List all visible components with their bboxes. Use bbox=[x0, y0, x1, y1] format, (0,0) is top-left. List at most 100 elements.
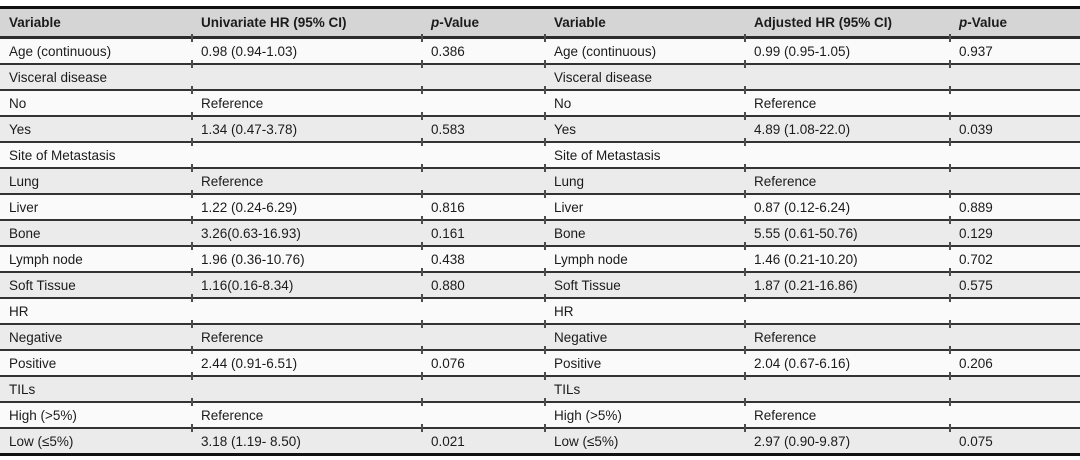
table-row: Liver 1.22 (0.24-6.29) 0.816 Liver 0.87 (0.1… bbox=[0, 189, 1080, 220]
variable-cell: Liver bbox=[544, 189, 745, 220]
p-value-cell: 0.039 bbox=[949, 111, 1080, 142]
univariate-hr-cell: Reference bbox=[191, 85, 422, 116]
adjusted-hr-cell: 2.04 (0.67-6.16) bbox=[744, 345, 950, 376]
adjusted-hr-cell: 1.46 (0.21-10.20) bbox=[744, 241, 950, 272]
table-row: Bone 3.26(0.63-16.93) 0.161 Bone 5.55 (0.61-… bbox=[0, 215, 1080, 246]
col-header-variable-left: Variable bbox=[0, 7, 192, 39]
p-value-cell: 0.021 bbox=[421, 423, 545, 455]
variable-cell: Yes bbox=[544, 111, 745, 142]
adjusted-hr-cell bbox=[744, 59, 950, 90]
table-row: High (>5%) Reference High (>5%) Reference bbox=[0, 397, 1080, 428]
table-row: HR HR bbox=[0, 293, 1080, 324]
table-row: No Reference No Reference bbox=[0, 85, 1080, 116]
univariate-hr-cell: 1.16(0.16-8.34) bbox=[191, 267, 422, 298]
variable-cell: Site of Metastasis bbox=[544, 137, 745, 168]
p-value-italic-p: p bbox=[959, 15, 968, 30]
univariate-hr-cell bbox=[191, 371, 422, 402]
table-row: Negative Reference Negative Reference bbox=[0, 319, 1080, 350]
variable-cell: Visceral disease bbox=[544, 59, 745, 90]
p-value-cell: 0.076 bbox=[421, 345, 545, 376]
variable-cell: Bone bbox=[544, 215, 745, 246]
p-value-cell: 0.816 bbox=[421, 189, 545, 220]
variable-cell: Low (≤5%) bbox=[544, 423, 745, 455]
p-value-label-rest: -Value bbox=[439, 15, 480, 30]
variable-cell: Lymph node bbox=[9, 251, 83, 267]
univariate-hr-cell: 2.44 (0.91-6.51) bbox=[191, 345, 422, 376]
p-value-cell bbox=[421, 319, 545, 350]
p-value-cell bbox=[421, 293, 545, 324]
table-body: Age (continuous) 0.98 (0.94-1.03) 0.386 Age… bbox=[0, 32, 1080, 455]
variable-cell: Visceral disease bbox=[9, 69, 108, 85]
header-row: Variable Univariate HR (95% CI) p-Value … bbox=[0, 7, 1080, 39]
variable-cell: Lung bbox=[544, 163, 745, 194]
variable-cell: Lymph node bbox=[544, 241, 745, 272]
adjusted-hr-cell: 5.55 (0.61-50.76) bbox=[744, 215, 950, 246]
variable-cell: Positive bbox=[544, 345, 745, 376]
variable-cell: Negative bbox=[9, 329, 63, 345]
univariate-hr-cell bbox=[191, 293, 422, 324]
variable-cell: HR bbox=[9, 303, 29, 319]
variable-cell: TILs bbox=[544, 371, 745, 402]
table-row: Yes 1.34 (0.47-3.78) 0.583 Yes 4.89 (1.08-22… bbox=[0, 111, 1080, 142]
variable-cell: TILs bbox=[9, 381, 36, 397]
p-value-cell: 0.438 bbox=[421, 241, 545, 272]
adjusted-hr-cell: 0.99 (0.95-1.05) bbox=[744, 32, 950, 65]
col-header-p-value-right: p-Value bbox=[950, 7, 1080, 39]
p-value-cell: 0.702 bbox=[949, 241, 1080, 272]
p-value-cell: 0.575 bbox=[949, 267, 1080, 298]
p-value-cell: 0.889 bbox=[949, 189, 1080, 220]
p-value-cell bbox=[421, 371, 545, 402]
univariate-hr-cell: 3.26(0.63-16.93) bbox=[191, 215, 422, 246]
col-header-p-value-left: p-Value bbox=[422, 7, 545, 39]
adjusted-hr-cell: Reference bbox=[744, 319, 950, 350]
p-value-italic-p: p bbox=[431, 15, 440, 30]
variable-cell: HR bbox=[544, 293, 745, 324]
univariate-hr-cell: Reference bbox=[191, 397, 422, 428]
variable-cell: No bbox=[9, 95, 27, 111]
p-value-cell bbox=[949, 163, 1080, 194]
variable-cell: Liver bbox=[9, 199, 39, 215]
p-value-cell: 0.129 bbox=[949, 215, 1080, 246]
col-header-adjusted-hr: Adjusted HR (95% CI) bbox=[745, 7, 950, 39]
p-value-label-rest: -Value bbox=[967, 15, 1008, 30]
univariate-hr-cell: 0.98 (0.94-1.03) bbox=[191, 32, 422, 65]
p-value-cell bbox=[421, 85, 545, 116]
table-row: Visceral disease Visceral disease bbox=[0, 59, 1080, 90]
table-row: Site of Metastasis Site of Metastasis bbox=[0, 137, 1080, 168]
adjusted-hr-cell: 4.89 (1.08-22.0) bbox=[744, 111, 950, 142]
table-row: Positive 2.44 (0.91-6.51) 0.076 Positive 2.0… bbox=[0, 345, 1080, 376]
univariate-hr-cell bbox=[191, 59, 422, 90]
univariate-hr-cell: 1.34 (0.47-3.78) bbox=[191, 111, 422, 142]
p-value-cell bbox=[421, 59, 545, 90]
table-row: Low (≤5%) 3.18 (1.19- 8.50) 0.021 Low (≤5%)… bbox=[0, 423, 1080, 455]
p-value-cell bbox=[949, 293, 1080, 324]
col-header-univariate-hr: Univariate HR (95% CI) bbox=[192, 7, 422, 39]
table-row: TILs TILs bbox=[0, 371, 1080, 402]
univariate-hr-cell: 3.18 (1.19- 8.50) bbox=[191, 423, 422, 455]
variable-cell: High (>5%) bbox=[544, 397, 745, 428]
p-value-cell: 0.583 bbox=[421, 111, 545, 142]
adjusted-hr-cell: Reference bbox=[744, 163, 950, 194]
p-value-cell bbox=[421, 163, 545, 194]
col-header-variable-right: Variable bbox=[545, 7, 745, 39]
p-value-cell: 0.075 bbox=[949, 423, 1080, 455]
variable-cell: Age (continuous) bbox=[9, 43, 112, 59]
univariate-hr-cell: Reference bbox=[191, 319, 422, 350]
variable-cell: Negative bbox=[544, 319, 745, 350]
p-value-cell bbox=[949, 371, 1080, 402]
adjusted-hr-cell: 2.97 (0.90-9.87) bbox=[744, 423, 950, 455]
adjusted-hr-cell bbox=[744, 293, 950, 324]
table-row: Lung Reference Lung Reference bbox=[0, 163, 1080, 194]
univariate-hr-cell: 1.96 (0.36-10.76) bbox=[191, 241, 422, 272]
variable-cell: Age (continuous) bbox=[544, 32, 745, 65]
p-value-cell: 0.386 bbox=[421, 32, 545, 65]
p-value-cell: 0.161 bbox=[421, 215, 545, 246]
univariate-hr-cell: Reference bbox=[191, 163, 422, 194]
adjusted-hr-cell: Reference bbox=[744, 85, 950, 116]
p-value-cell: 0.937 bbox=[949, 32, 1080, 65]
p-value-cell bbox=[949, 397, 1080, 428]
variable-cell: Yes bbox=[9, 121, 32, 137]
adjusted-hr-cell bbox=[744, 371, 950, 402]
adjusted-hr-cell bbox=[744, 137, 950, 168]
